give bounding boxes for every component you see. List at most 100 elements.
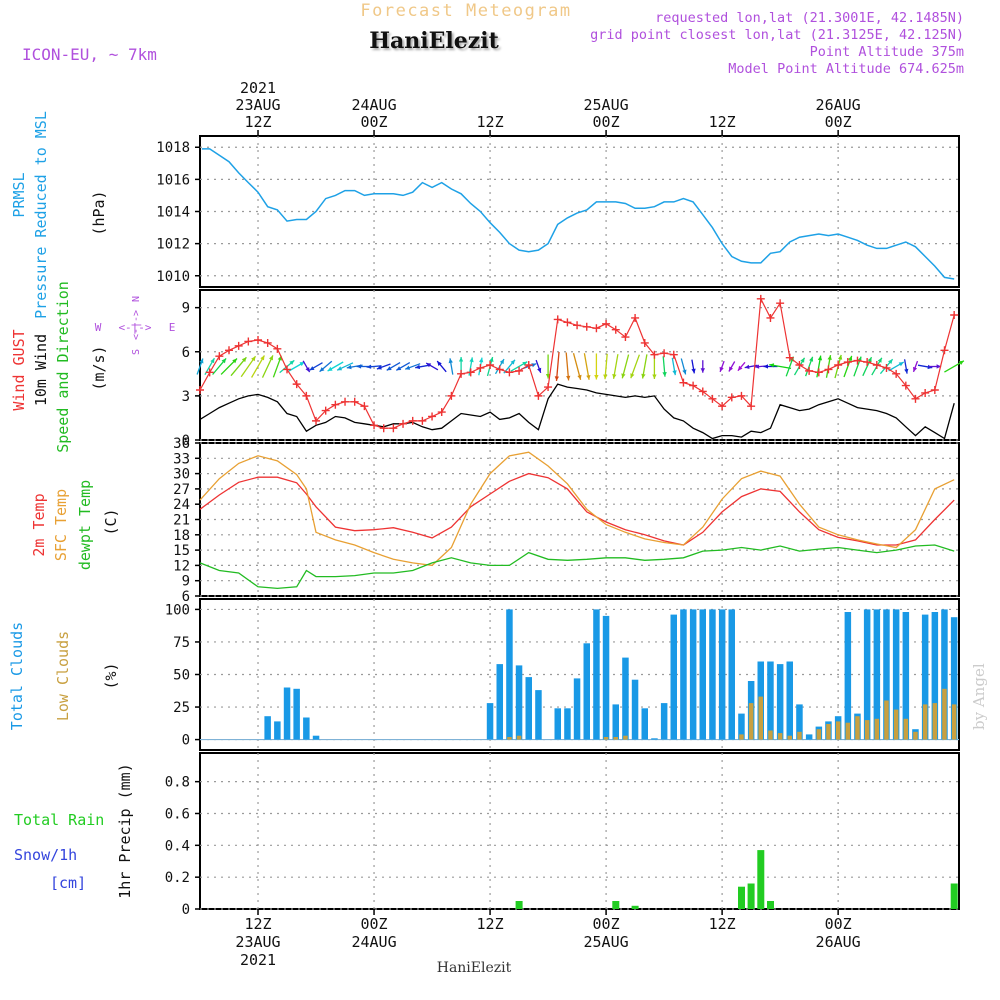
total-clouds-bar <box>641 708 648 740</box>
footer-label: HaniElezit <box>437 960 512 976</box>
wind-arrow-head <box>537 367 542 373</box>
top-time-label: 26AUG <box>816 96 861 114</box>
total-clouds-bar <box>883 609 890 740</box>
y-tick-label: 1018 <box>156 140 190 156</box>
low-clouds-bar <box>874 718 880 740</box>
wind-arrow-head <box>376 365 382 370</box>
bottom-time-label: 00Z <box>360 915 387 933</box>
total-clouds-bar <box>941 609 948 740</box>
total-clouds-bar <box>660 703 668 740</box>
low-clouds-bar <box>613 737 618 740</box>
wind-arrow-head <box>936 364 942 369</box>
total-clouds-bar <box>670 614 677 740</box>
wind-gust-marker <box>225 346 234 355</box>
wind-arrow-head <box>337 366 343 371</box>
wind-gust-marker <box>814 368 823 377</box>
wind-gust-marker <box>360 402 369 411</box>
info-line: grid point closest lon,lat (21.3125E, 42… <box>590 27 964 43</box>
y-tick-label: 9 <box>182 574 190 590</box>
compass-h-arrow: <-|-> <box>118 321 151 334</box>
wind-arrow-head <box>630 373 635 379</box>
total-clouds-bar <box>796 704 803 740</box>
temp-2m-line <box>199 472 955 546</box>
compass-s: S <box>131 349 142 355</box>
wind-arrow-head <box>662 372 667 377</box>
wind-gust-marker <box>660 349 669 358</box>
wind-gust-marker <box>843 358 852 367</box>
wind-gust-marker <box>292 380 301 389</box>
wind-arrow-head <box>448 358 453 364</box>
y-tick-label: 0 <box>182 902 190 918</box>
info-line: Model Point Altitude 674.625m <box>728 61 964 77</box>
wind-gust-marker <box>273 344 282 353</box>
wind-gust-marker <box>544 383 553 392</box>
wind-arrow-head <box>396 366 402 371</box>
wind-direction-arrow <box>572 353 582 380</box>
wind-arrow-head <box>221 358 227 364</box>
wind-arrow-head <box>199 358 204 364</box>
total-clouds-bar <box>274 721 281 740</box>
total-clouds-bar <box>776 664 784 740</box>
wind-gust-marker <box>263 338 272 347</box>
wind-gust-marker <box>341 397 350 406</box>
panel-frame <box>199 289 960 441</box>
chart-title: Forecast Meteogram <box>360 1 571 21</box>
wind-gust-marker <box>689 381 698 390</box>
wind-arrow-head <box>691 368 696 374</box>
total-clouds-bar <box>283 687 291 740</box>
wind-label: 10m Wind <box>32 334 50 406</box>
y-tick-label: 0 <box>182 733 190 749</box>
y-tick-label: 25 <box>173 700 190 716</box>
wind-gust-marker <box>312 416 321 425</box>
low-clouds-bar <box>913 731 918 740</box>
wind-arrow-head <box>898 362 904 367</box>
total-clouds-bar <box>844 612 852 740</box>
pressure-line <box>201 148 955 280</box>
temp-2m-label: 2m Temp <box>30 493 48 556</box>
y-tick-label: 0.2 <box>165 870 190 886</box>
wind-arrow-head <box>577 374 582 380</box>
wind-direction-arrow <box>565 352 570 381</box>
low-clouds-bar <box>787 735 792 740</box>
wind-arrow-head <box>867 357 872 363</box>
wind-arrow-head <box>737 365 743 371</box>
total-clouds-bar <box>631 679 639 740</box>
wind-gust-marker <box>727 393 736 402</box>
wind-arrow-head <box>904 368 909 374</box>
y-tick-label: 6 <box>182 589 190 605</box>
low-clouds-label: Low Clouds <box>54 631 72 721</box>
wind-gust-marker <box>872 361 881 369</box>
top-time-label: 00Z <box>360 113 387 131</box>
wind-arrow-head <box>269 355 273 361</box>
wind-gust-marker <box>234 341 243 350</box>
rain-bar <box>738 886 745 909</box>
wind-arrow-head <box>672 370 677 376</box>
total-clouds-bar <box>593 609 600 740</box>
total-clouds-bar <box>486 703 494 740</box>
top-time-label: 12Z <box>709 113 736 131</box>
wind-gust-marker <box>466 368 475 377</box>
wind-direction-arrow <box>555 351 560 381</box>
total-clouds-bar <box>622 657 629 740</box>
wind-arrow-head <box>682 369 687 375</box>
total-clouds-bar <box>950 617 958 740</box>
wind-unit: (m/s) <box>90 345 108 390</box>
bottom-time-label: 2021 <box>240 951 276 969</box>
wind-gust-marker <box>244 337 253 346</box>
temp-sfc-line <box>199 451 955 567</box>
wind-gust-marker <box>254 336 263 344</box>
wind-arrow-head <box>612 374 617 379</box>
total-clouds-bar <box>264 716 271 740</box>
top-time-label: 00Z <box>593 113 620 131</box>
clouds-unit: (%) <box>102 662 120 689</box>
wind-gust-marker <box>679 378 688 387</box>
wind-arrow-head <box>566 375 571 381</box>
wind-arrow-head <box>531 363 537 368</box>
top-time-label: 12Z <box>477 113 504 131</box>
total-clouds-bar <box>921 614 929 740</box>
wind-gust-marker <box>737 391 746 400</box>
low-clouds-bar <box>893 709 899 740</box>
wind-arrow-head <box>489 357 494 362</box>
wind-gust-marker <box>930 386 939 394</box>
total-clouds-bar <box>506 609 513 740</box>
